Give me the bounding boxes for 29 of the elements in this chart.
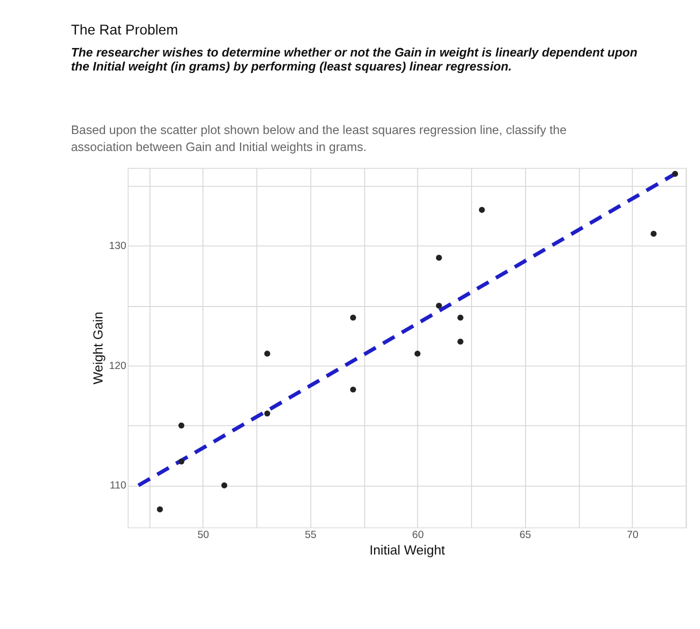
x-tick-label: 65 — [520, 530, 532, 542]
point — [264, 410, 270, 417]
y-tick-label: 120 — [108, 360, 126, 372]
point — [672, 170, 678, 177]
point — [221, 482, 228, 488]
y-axis-title: Weight Gain — [90, 312, 106, 384]
point — [350, 314, 356, 321]
point — [457, 338, 464, 345]
chart-title: The Rat Problem — [70, 22, 178, 39]
x-tick-label: 50 — [198, 530, 210, 542]
chart-subtitle: The researcher wishes to determine whether or not the Gain in weight is linearly dependent upon the Initial weight (in grams) by performing (least squares) linear regression. — [70, 45, 638, 74]
point — [178, 422, 184, 428]
y-tick-label: 130 — [108, 241, 126, 252]
point — [457, 314, 464, 321]
point — [650, 230, 657, 237]
point — [264, 350, 270, 357]
point — [414, 350, 420, 357]
x-tick-label: 55 — [304, 530, 317, 542]
text: Based upon the scatter plot shown below and the least squares regression line, classify the association between Gain and Initial weights in grams. — [70, 122, 567, 154]
point — [478, 206, 485, 213]
point — [156, 506, 163, 512]
x-axis-title: Initial Weight — [369, 542, 446, 558]
point — [436, 254, 442, 261]
x-tick-label: 60 — [412, 530, 424, 542]
x-tick-label: 70 — [626, 530, 639, 542]
point — [436, 302, 442, 309]
point — [178, 458, 184, 464]
point — [350, 386, 356, 393]
y-tick-label: 110 — [110, 480, 126, 492]
